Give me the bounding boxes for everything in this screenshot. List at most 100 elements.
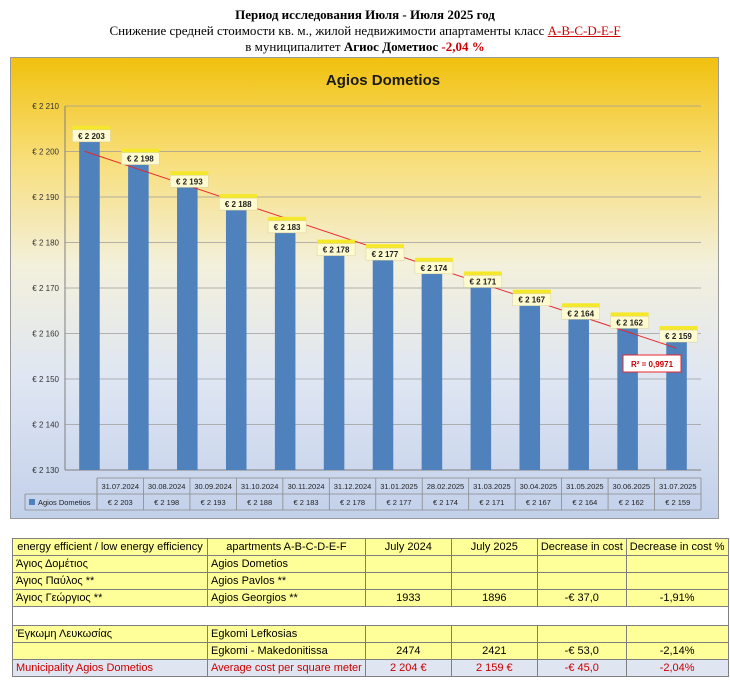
x-tick-label: 31.05.2025 <box>566 482 604 491</box>
x-tick-label: 31.03.2025 <box>473 482 511 491</box>
col-header: July 2025 <box>450 538 538 556</box>
cost-table: energy efficient / low energy efficiency… <box>12 538 729 677</box>
chart-panel: Agios Dometios € 2 130 € 2 140 € 2 150 € 2 1… <box>10 57 719 519</box>
table-value: € 2 167 <box>526 498 551 507</box>
x-tick-label: 31.07.2025 <box>659 482 697 491</box>
col-header: apartments A-B-C-D-E-F <box>207 538 366 556</box>
bar <box>519 301 541 470</box>
cell-decrease-pct <box>625 555 729 573</box>
summary-municipality: Municipality Agios Dometios <box>12 659 208 677</box>
report-subtitle: Снижение средней стоимости кв. м., жилой… <box>109 23 621 38</box>
data-label-box <box>170 175 209 188</box>
bar <box>568 315 589 470</box>
bar <box>617 324 638 470</box>
data-label: € 2 203 <box>78 132 105 141</box>
x-tick-label: 31.12.2024 <box>334 482 372 491</box>
bar <box>177 183 198 470</box>
table-value: € 2 164 <box>572 498 597 507</box>
cell-decrease-pct: -1,91% <box>625 589 729 607</box>
data-label-cap <box>219 194 258 199</box>
x-tick-label: 30.06.2025 <box>613 482 651 491</box>
bar <box>372 256 394 470</box>
bar <box>421 269 443 470</box>
cell-decrease <box>536 555 627 573</box>
change-percent: -2,04 % <box>441 39 485 54</box>
cell-july-2025 <box>450 572 538 590</box>
data-label-cap <box>366 244 404 249</box>
bar-chart: Agios Dometios € 2 130 € 2 140 € 2 150 € 2 1… <box>24 72 702 511</box>
table-summary-row: Municipality Agios Dometios Average cost… <box>12 659 729 677</box>
bar <box>470 283 492 470</box>
data-label-cap <box>512 289 551 294</box>
cell-latin-name: Agios Pavlos ** <box>207 572 366 590</box>
x-tick-label: 30.11.2024 <box>288 482 325 491</box>
data-label-box <box>72 129 111 143</box>
x-tick-label: 31.10.2024 <box>241 482 279 491</box>
data-label-cap <box>561 303 600 308</box>
cell-july-2024 <box>364 555 452 573</box>
col-header: July 2024 <box>364 538 452 556</box>
data-label: € 2 164 <box>567 309 594 318</box>
table-value: € 2 177 <box>386 498 411 507</box>
cell-decrease-pct: -2,14% <box>625 642 729 660</box>
y-tick-label: € 2 130 <box>32 466 59 475</box>
data-label-box <box>121 152 160 165</box>
class-label: A-B-C-D-E-F <box>547 23 621 38</box>
table-value: € 2 193 <box>201 498 226 507</box>
table-value: € 2 171 <box>479 498 504 507</box>
summary-july-2024: 2 204 € <box>364 659 452 677</box>
cell-decrease: -€ 37,0 <box>536 589 627 607</box>
cell-greek-name: Άγιος Δομέτιος <box>12 555 208 573</box>
table-spacer-row <box>12 606 729 626</box>
data-label-box <box>414 261 454 275</box>
summary-label: Average cost per square meter <box>207 659 366 677</box>
data-label-box <box>659 329 698 343</box>
y-tick-label: € 2 170 <box>32 284 59 293</box>
data-label-cap <box>72 125 111 130</box>
data-label-cap <box>659 326 698 331</box>
col-header: Decrease in cost % <box>625 538 729 556</box>
data-label: € 2 159 <box>665 332 692 341</box>
data-label: € 2 171 <box>469 277 496 286</box>
data-label-box <box>365 247 405 261</box>
bar <box>274 228 296 470</box>
cell-july-2024: 2474 <box>364 642 452 660</box>
bar <box>225 206 247 470</box>
x-tick-label: 31.01.2025 <box>380 482 418 491</box>
r2-label: R² = 0,9971 <box>631 360 674 369</box>
cell-july-2024 <box>364 625 452 643</box>
data-label-cap <box>610 312 649 317</box>
data-label: € 2 193 <box>176 177 203 186</box>
data-label: € 2 183 <box>274 223 301 232</box>
table-row: Egkomi - Makedonitissa 2474 2421 -€ 53,0… <box>12 642 729 660</box>
table-value: € 2 203 <box>108 498 133 507</box>
data-label-box <box>463 275 503 288</box>
cell-july-2025 <box>450 555 538 573</box>
cell-decrease <box>536 572 627 590</box>
data-label-box <box>512 293 552 306</box>
data-label-box <box>561 307 600 320</box>
table-value: € 2 183 <box>294 498 319 507</box>
data-label: € 2 198 <box>127 155 154 164</box>
y-tick-label: € 2 160 <box>32 330 59 339</box>
legend-swatch <box>29 499 35 505</box>
cell-decrease-pct <box>625 625 729 643</box>
y-tick-label: € 2 180 <box>32 239 59 248</box>
data-label: € 2 178 <box>323 246 350 255</box>
cell-greek-name: Άγιος Παύλος ** <box>12 572 208 590</box>
cell-july-2025: 2421 <box>450 642 538 660</box>
data-label: € 2 177 <box>372 250 399 259</box>
table-row: Άγιος Δομέτιος Agios Dometios <box>12 555 729 573</box>
bar <box>323 251 345 470</box>
data-label-cap <box>414 257 453 262</box>
y-tick-label: € 2 200 <box>32 148 59 157</box>
summary-decrease: -€ 45,0 <box>536 659 627 677</box>
data-label-cap <box>268 216 307 221</box>
data-label-box <box>218 197 258 211</box>
data-label-box <box>267 220 307 234</box>
legend-label: Agios Dometios <box>38 498 91 507</box>
data-label: € 2 174 <box>421 264 448 273</box>
table-value: € 2 178 <box>340 498 365 507</box>
data-label-cap <box>317 239 356 244</box>
cell-july-2024 <box>364 572 452 590</box>
